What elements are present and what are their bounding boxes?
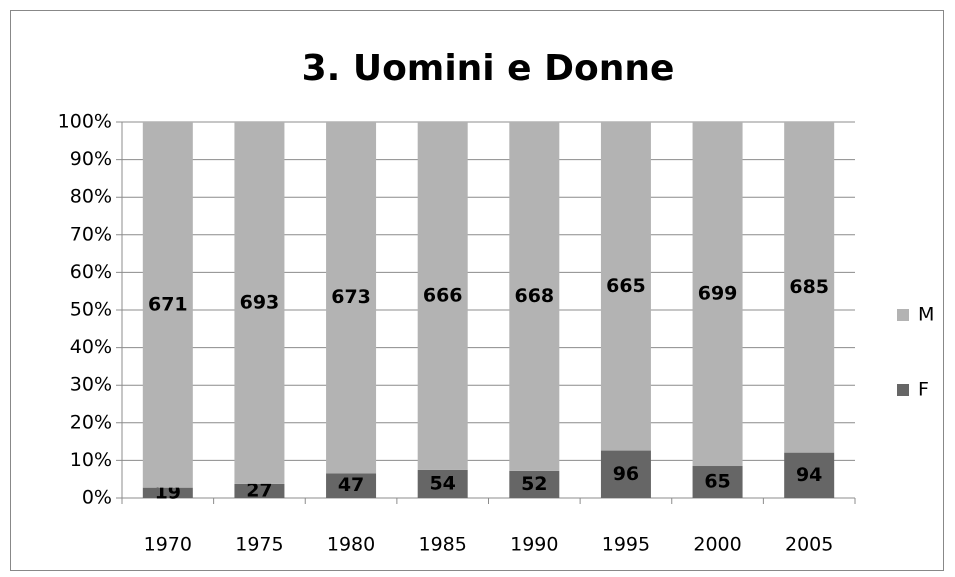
- legend-swatch: [897, 384, 909, 396]
- y-tick-label: 10%: [70, 449, 112, 471]
- legend-label: M: [918, 304, 934, 326]
- bar-segment: [234, 483, 285, 498]
- x-tick-label: 1990: [510, 534, 558, 556]
- x-tick-label: 2005: [785, 534, 833, 556]
- bar-segment: [326, 473, 377, 498]
- bar-segment: [784, 452, 835, 498]
- data-label: 666: [423, 284, 463, 306]
- data-label: 52: [521, 473, 547, 495]
- y-tick-label: 60%: [70, 261, 112, 283]
- x-tick-label: 1980: [327, 534, 375, 556]
- bar-segment: [784, 122, 835, 453]
- y-tick-label: 30%: [70, 374, 112, 396]
- data-label: 673: [331, 286, 371, 308]
- x-tick-label: 1970: [144, 534, 192, 556]
- data-label: 96: [613, 463, 639, 485]
- data-label: 668: [514, 285, 554, 307]
- y-tick-label: 90%: [70, 148, 112, 170]
- bar-segment: [600, 450, 651, 498]
- data-label: 65: [704, 471, 730, 493]
- bar-segment: [326, 122, 377, 474]
- x-tick-label: 1995: [602, 534, 650, 556]
- y-tick-label: 50%: [70, 299, 112, 321]
- data-label: 699: [698, 283, 738, 305]
- chart-title: 3. Uomini e Donne: [302, 48, 675, 89]
- y-tick-label: 20%: [70, 411, 112, 433]
- bar-segment: [142, 122, 193, 488]
- bar-segment: [142, 487, 193, 498]
- legend-swatch: [897, 309, 909, 321]
- y-tick-label: 70%: [70, 223, 112, 245]
- bar-segment: [600, 122, 651, 451]
- bar-segment: [509, 122, 560, 471]
- bar-segment: [509, 470, 560, 498]
- bar-segment: [234, 122, 285, 484]
- bar-segment: [692, 122, 743, 467]
- bar-segment: [692, 466, 743, 498]
- data-label: 47: [338, 474, 364, 496]
- data-label: 665: [606, 275, 646, 297]
- data-label: 685: [789, 276, 829, 298]
- data-label: 693: [240, 291, 280, 313]
- bar-segment: [417, 122, 468, 470]
- y-tick-label: 40%: [70, 336, 112, 358]
- data-label: 27: [246, 479, 272, 501]
- data-label: 94: [796, 464, 822, 486]
- bar-segment: [417, 469, 468, 498]
- y-tick-label: 80%: [70, 186, 112, 208]
- y-tick-label: 0%: [82, 487, 112, 509]
- x-tick-label: 1985: [419, 534, 467, 556]
- data-label: 671: [148, 293, 188, 315]
- x-tick-label: 2000: [693, 534, 741, 556]
- data-label: 54: [429, 472, 455, 494]
- y-tick-label: 100%: [58, 111, 112, 133]
- x-tick-label: 1975: [235, 534, 283, 556]
- legend-label: F: [918, 379, 929, 401]
